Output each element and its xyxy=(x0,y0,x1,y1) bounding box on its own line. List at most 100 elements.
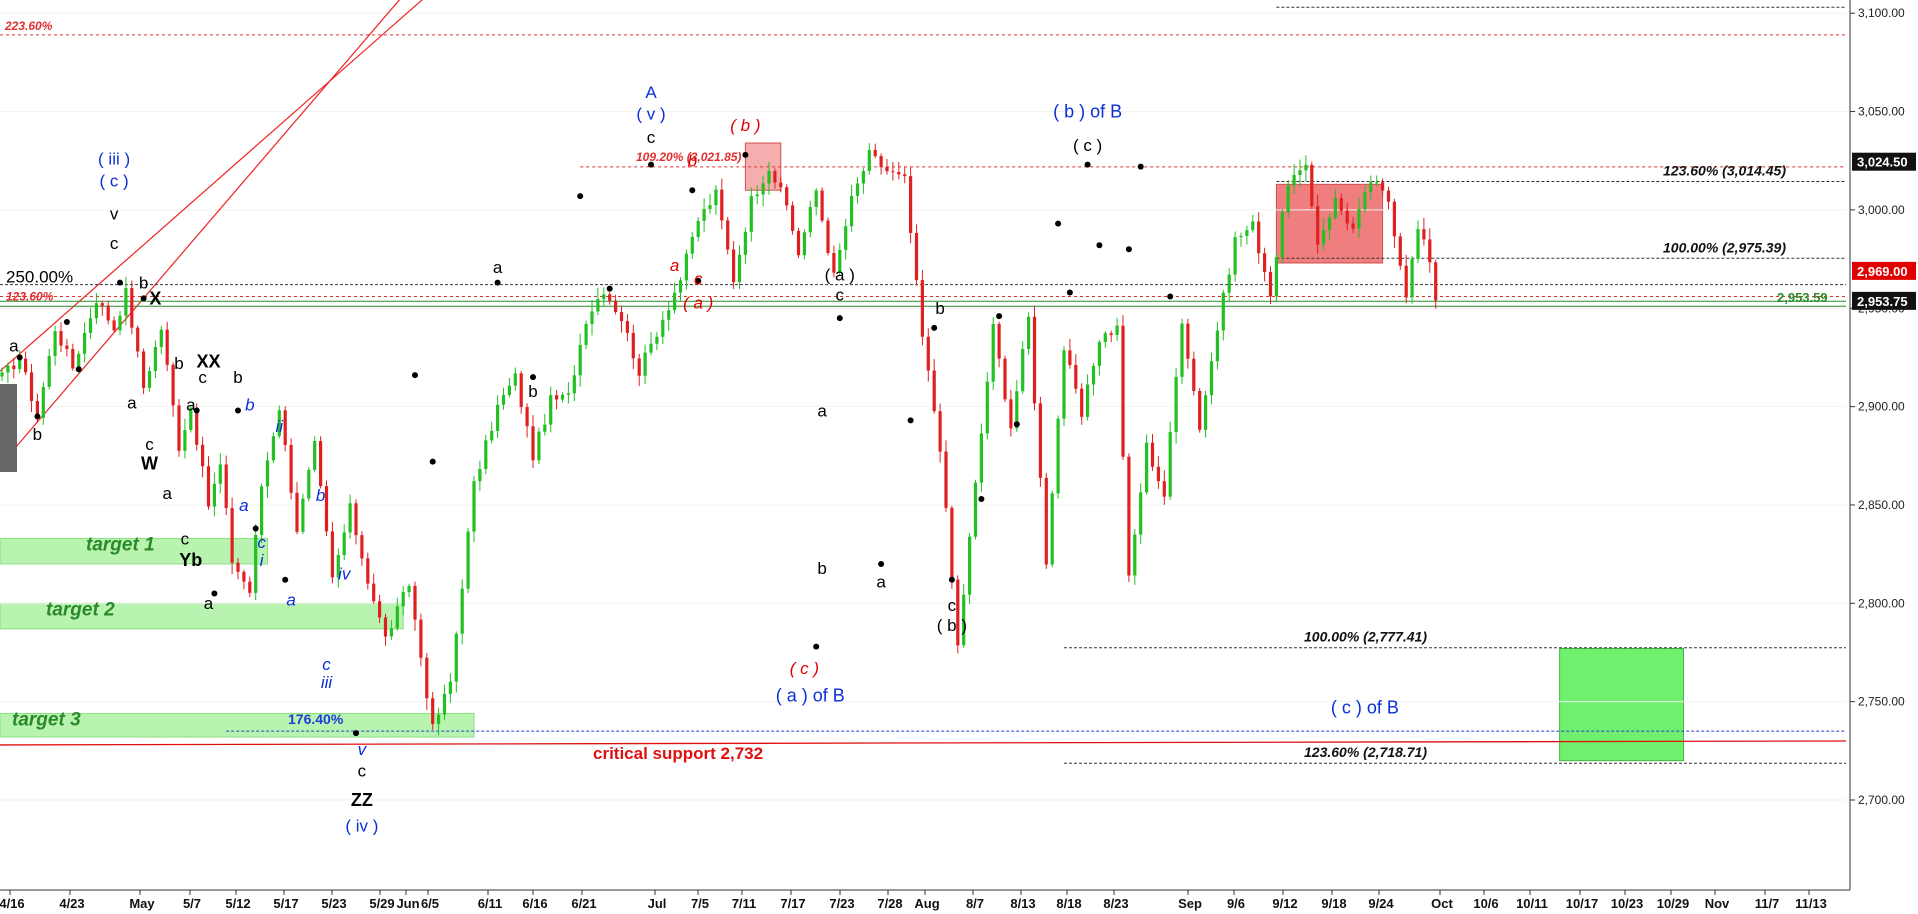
candle-body xyxy=(218,464,222,484)
swing-point-marker xyxy=(1137,163,1144,170)
x-axis-tick-label: 7/28 xyxy=(877,896,902,911)
x-axis-tick-label: 7/5 xyxy=(691,896,709,911)
x-axis-tick-label: 8/18 xyxy=(1056,896,1081,911)
fib-label: 176.40% xyxy=(288,711,344,727)
candle-body xyxy=(1428,239,1432,263)
candle-body xyxy=(224,464,228,509)
candle-body xyxy=(1357,209,1361,229)
candle-body xyxy=(1333,197,1337,218)
candle-body xyxy=(442,693,447,715)
candle-body xyxy=(1245,230,1249,236)
candle-body xyxy=(354,503,358,536)
candle-body xyxy=(283,410,287,445)
candle-body xyxy=(979,433,983,483)
candle-body xyxy=(448,681,452,694)
candle-body xyxy=(885,166,889,172)
candle-body xyxy=(702,208,706,221)
swing-point-marker xyxy=(235,407,241,414)
candle-body xyxy=(419,619,423,658)
candle-body xyxy=(484,440,488,469)
markers-layer xyxy=(16,151,1174,737)
candle-body xyxy=(560,394,565,400)
candle-body xyxy=(850,195,854,227)
candle-body xyxy=(1174,376,1178,433)
candle-body xyxy=(142,351,146,388)
candle-body xyxy=(519,373,523,408)
candle-body xyxy=(454,633,458,682)
candle-body xyxy=(838,249,842,273)
swing-point-marker xyxy=(530,374,536,381)
candle-body xyxy=(395,606,399,629)
candle-body xyxy=(938,411,942,452)
candle-body xyxy=(413,585,417,620)
candle-body xyxy=(206,466,211,507)
swing-point-marker xyxy=(193,407,200,414)
candle-body xyxy=(83,332,87,354)
wave-label: X xyxy=(149,288,161,308)
x-axis-tick-label: 7/17 xyxy=(780,896,805,911)
candle-body xyxy=(324,486,329,532)
swing-point-marker xyxy=(836,315,843,322)
candle-body xyxy=(289,444,293,493)
candle-body xyxy=(655,336,659,344)
swing-point-marker xyxy=(948,576,955,583)
candle-body xyxy=(1398,236,1402,266)
swing-point-marker xyxy=(978,496,985,503)
candle-body xyxy=(897,172,901,175)
x-axis-tick-label: 6/11 xyxy=(478,896,503,911)
candle-body xyxy=(1221,292,1225,331)
candle-body xyxy=(330,531,334,578)
candle-body xyxy=(112,320,116,331)
candle-body xyxy=(295,492,299,532)
candle-body xyxy=(997,323,1001,359)
swing-point-marker xyxy=(353,730,359,737)
candle-body xyxy=(1286,185,1290,213)
candle-body xyxy=(761,183,765,195)
x-axis-tick-label: 6/21 xyxy=(571,896,596,911)
candle-body xyxy=(596,299,600,312)
x-axis-tick-label: 9/18 xyxy=(1321,896,1346,911)
candle-body xyxy=(71,349,75,369)
wave-label: c xyxy=(145,435,154,454)
candle-body xyxy=(1080,388,1084,417)
x-axis-tick-label: 10/17 xyxy=(1566,896,1599,911)
fib-label: 123.60% xyxy=(6,289,54,303)
candle-body xyxy=(690,236,694,254)
candle-body xyxy=(973,482,978,537)
candle-body xyxy=(861,170,865,184)
candle-body xyxy=(749,196,753,232)
wave-label: b xyxy=(935,299,944,318)
candle-body xyxy=(867,149,871,171)
candle-body xyxy=(1280,212,1284,258)
watermark-tab xyxy=(0,384,17,472)
wave-label: a xyxy=(162,484,172,503)
candle-body xyxy=(260,486,264,535)
candle-body xyxy=(1239,235,1243,238)
x-axis-tick-label: Sep xyxy=(1178,896,1202,911)
swing-point-marker xyxy=(282,576,289,583)
wave-label: ZZ xyxy=(351,790,373,810)
candle-body xyxy=(1021,348,1025,392)
price-tag-label: 2,953.75 xyxy=(1857,294,1908,309)
wave-label: XX xyxy=(196,351,220,371)
x-axis-tick-label: Nov xyxy=(1705,896,1730,911)
candle-body xyxy=(1186,323,1190,359)
candle-body xyxy=(230,508,234,563)
price-tag: 3,024.50 xyxy=(1852,152,1916,171)
wave-label: b xyxy=(316,486,325,505)
candle-body xyxy=(1422,229,1426,240)
candle-body xyxy=(1162,481,1166,497)
critical-support-label: critical support 2,732 xyxy=(593,744,763,763)
swing-point-marker xyxy=(689,187,696,194)
candle-body xyxy=(566,393,570,395)
wave-label: a xyxy=(493,258,503,277)
swing-point-marker xyxy=(75,366,82,373)
candle-body xyxy=(1015,391,1019,429)
candle-body xyxy=(968,536,972,595)
swing-point-marker xyxy=(1096,242,1103,249)
wave-label: a xyxy=(670,256,679,275)
candle-body xyxy=(802,232,806,256)
wave-label: a xyxy=(286,590,295,609)
